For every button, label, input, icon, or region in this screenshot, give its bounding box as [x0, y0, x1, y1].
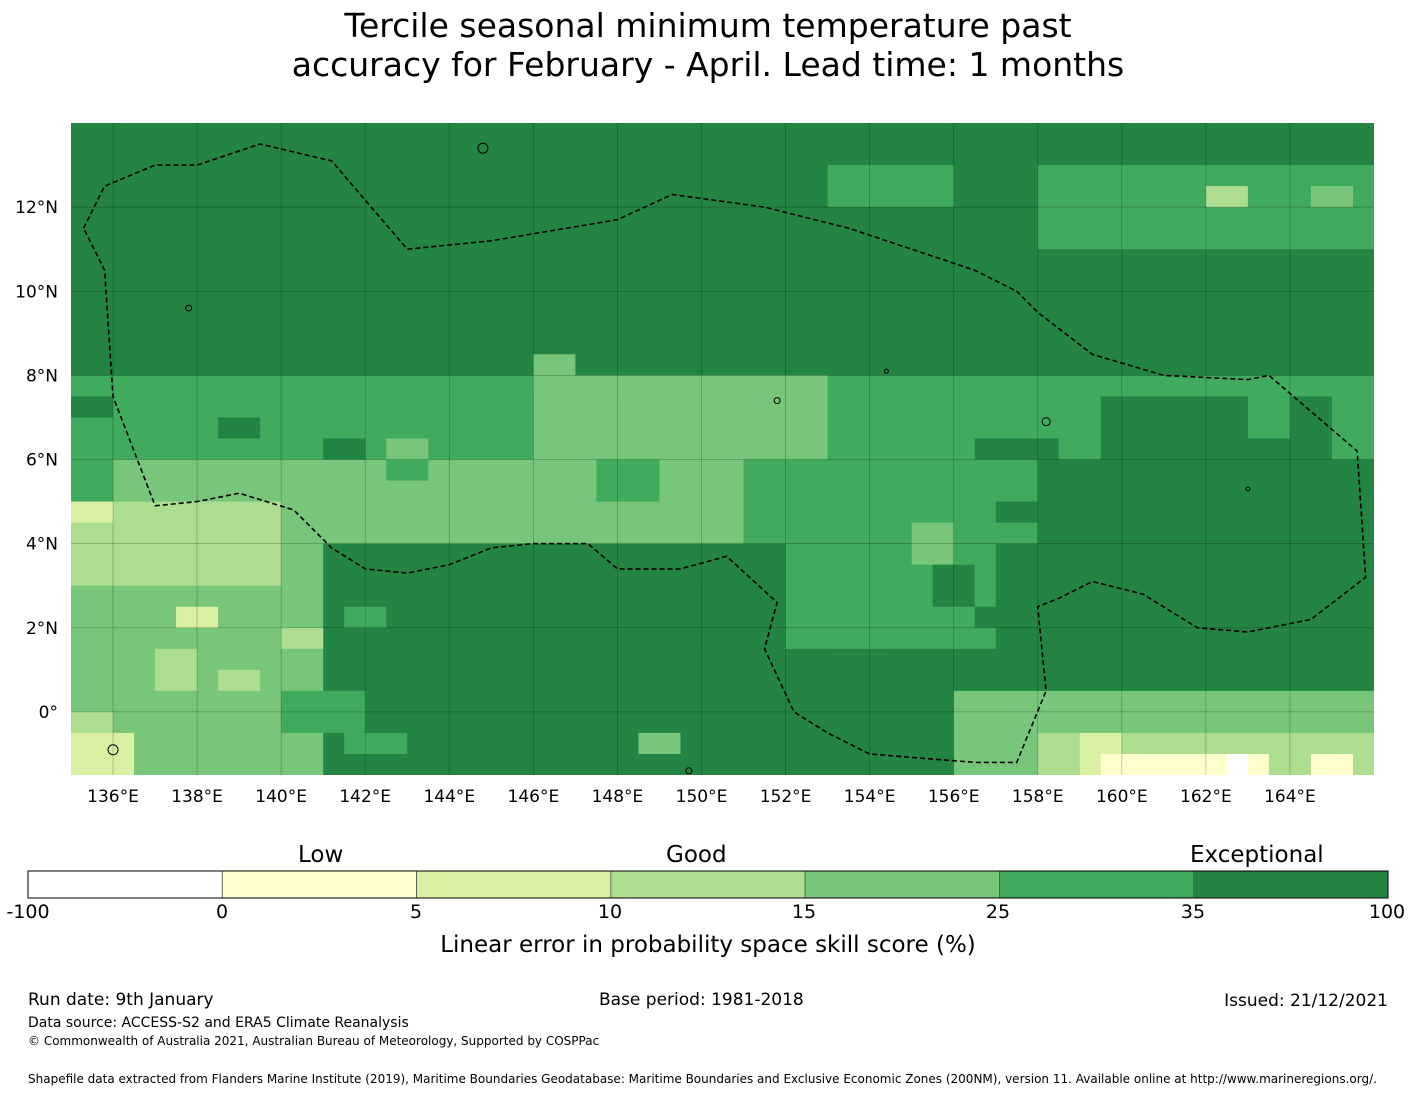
colorbar-tick: 100 [1368, 901, 1406, 923]
run-date: Run date: 9th January [28, 990, 214, 1010]
longitude-label: 156°E [928, 787, 980, 807]
skill-cell [323, 438, 366, 460]
eez-boundary [82, 143, 1367, 764]
skill-cell [1247, 396, 1290, 439]
skill-cell [974, 606, 1038, 628]
skill-cell [1205, 186, 1248, 208]
chart-title-line-1: Tercile seasonal minimum temperature pas… [344, 6, 1072, 45]
skill-cell [218, 417, 261, 439]
colorbar-segment [416, 870, 612, 899]
skill-cell [281, 690, 366, 733]
latitude-label: 2°N [26, 619, 58, 639]
base-period: Base period: 1981-2018 [599, 990, 804, 1010]
skill-cell [407, 585, 513, 670]
skill-cell [533, 354, 576, 397]
skill-cell [386, 438, 429, 460]
skill-cell [386, 459, 429, 481]
longitude-label: 160°E [1096, 787, 1148, 807]
colorbar-label-good: Good [666, 842, 727, 868]
skill-cell [344, 732, 408, 754]
island-outline [773, 397, 781, 405]
skill-cell [176, 606, 219, 628]
latitude-label: 8°N [26, 366, 58, 386]
colorbar-tick: 15 [791, 901, 817, 923]
colorbar-segment [610, 870, 806, 899]
skill-cell [71, 396, 114, 418]
skill-cell [932, 564, 975, 607]
longitude-label: 144°E [423, 787, 475, 807]
skill-cell [155, 648, 198, 691]
colorbar-segment [999, 870, 1195, 899]
longitude-label: 136°E [87, 787, 139, 807]
longitude-label: 140°E [255, 787, 307, 807]
skill-cell [1268, 753, 1311, 775]
latitude-label: 0° [39, 703, 58, 723]
skill-cell [71, 585, 114, 670]
longitude-label: 154°E [844, 787, 896, 807]
colorbar-tick: 0 [215, 901, 229, 923]
colorbar [27, 870, 1389, 899]
skill-cell [1100, 606, 1311, 670]
colorbar-tick: -100 [6, 901, 50, 923]
latitude-label: 4°N [26, 535, 58, 555]
island-outline [685, 767, 693, 775]
skill-cell [827, 648, 891, 670]
longitude-label: 162°E [1180, 787, 1232, 807]
colorbar-tick: 10 [597, 901, 623, 923]
skill-cell [218, 669, 261, 691]
colorbar-tick: 25 [985, 901, 1011, 923]
longitude-label: 150°E [676, 787, 728, 807]
skill-cell [827, 165, 954, 208]
longitude-label: 142°E [339, 787, 391, 807]
island-outline [477, 142, 489, 154]
skill-cell [995, 501, 1038, 523]
colorbar-segment [1193, 870, 1389, 899]
skill-cell [638, 732, 681, 754]
chart-title-line-2: accuracy for February - April. Lead time… [291, 45, 1125, 84]
skill-cell [344, 606, 387, 628]
skill-cell [743, 459, 828, 502]
skill-cell [71, 501, 114, 523]
island-outline [107, 744, 119, 756]
skill-cell [1310, 753, 1353, 775]
latitude-label: 6°N [26, 451, 58, 471]
island-outline [1245, 486, 1251, 492]
longitude-label: 148°E [592, 787, 644, 807]
skill-cell [596, 459, 660, 502]
skill-cell [701, 585, 765, 649]
latitude-label: 12°N [15, 198, 58, 218]
colorbar-tick: 5 [409, 901, 423, 923]
longitude-label: 164°E [1264, 787, 1316, 807]
island-outline [185, 304, 193, 312]
colorbar-title: Linear error in probability space skill … [440, 932, 976, 958]
skill-score-map: 136°E 138°E 140°E 142°E 144°E 146°E 148°E 150°E… [15, 123, 1374, 807]
skill-cell [974, 438, 1059, 460]
skill-cell [1226, 753, 1248, 775]
skill-cell [911, 522, 954, 565]
skill-cell [281, 627, 324, 649]
skill-cell [1037, 459, 1374, 586]
skill-cell [743, 732, 786, 754]
colorbar-segment [27, 870, 223, 899]
colorbar-label-low: Low [298, 842, 344, 868]
latitude-label: 10°N [15, 282, 58, 302]
copyright: © Commonwealth of Australia 2021, Austra… [28, 1034, 600, 1048]
longitude-label: 146°E [508, 787, 560, 807]
longitude-label: 138°E [171, 787, 223, 807]
longitude-label: 158°E [1012, 787, 1064, 807]
data-source: Data source: ACCESS-S2 and ERA5 Climate … [28, 1015, 409, 1031]
island-outline [1041, 417, 1051, 427]
skill-cell [1310, 186, 1353, 208]
skill-cell [491, 669, 555, 712]
issued-date: Issued: 21/12/2021 [1224, 991, 1388, 1011]
skill-cell [71, 732, 135, 775]
colorbar-tick: 35 [1180, 901, 1206, 923]
colorbar-frame [27, 870, 1389, 899]
colorbar-segment [221, 870, 417, 899]
colorbar-segment [804, 870, 1000, 899]
shapefile-credit: Shapefile data extracted from Flanders M… [28, 1072, 1377, 1086]
island-outline [883, 368, 889, 374]
colorbar-label-exceptional: Exceptional [1190, 842, 1324, 868]
longitude-label: 152°E [760, 787, 812, 807]
